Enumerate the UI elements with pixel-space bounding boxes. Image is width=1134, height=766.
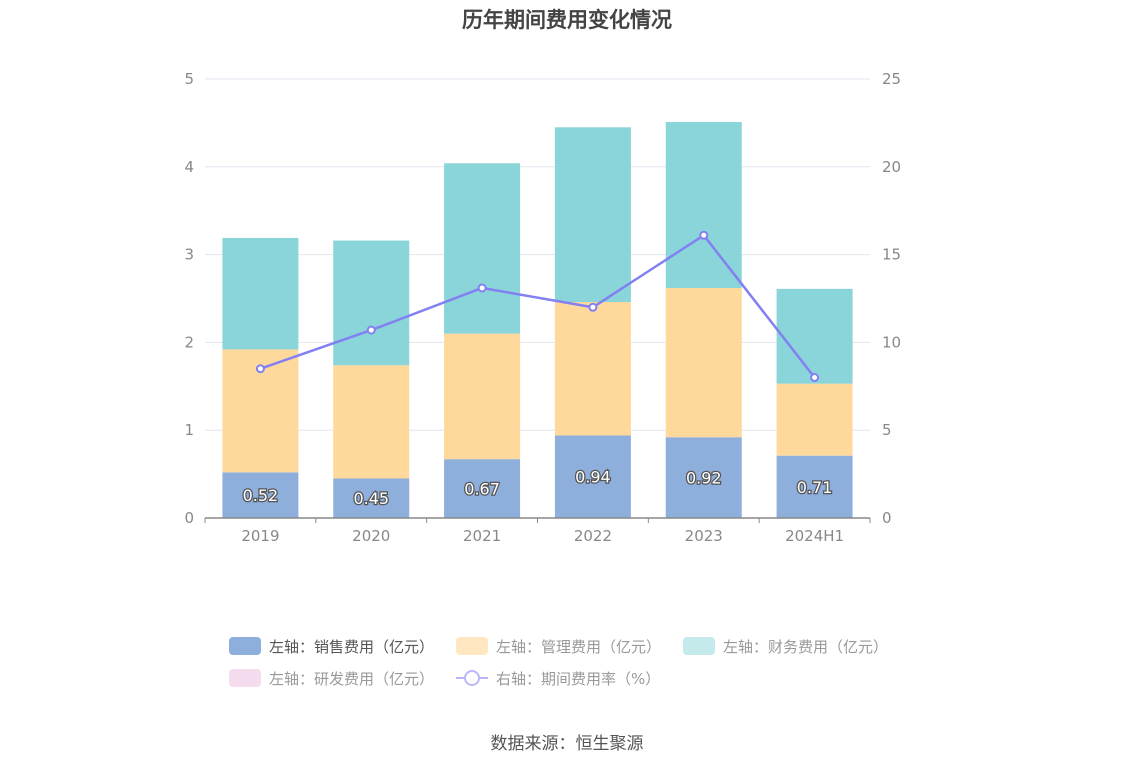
rate-point xyxy=(255,364,265,374)
legend-swatch-sales xyxy=(229,637,261,655)
data-source: 数据来源：恒生聚源 xyxy=(490,734,644,754)
x-axis-tick-label: 2023 xyxy=(685,527,723,545)
bar-segment xyxy=(665,287,742,438)
left-axis-tick-label: 0 xyxy=(184,509,194,527)
left-axis-tick-label: 3 xyxy=(184,246,194,264)
legend-label-rate: 右轴：期间费用率（%） xyxy=(496,669,661,688)
rate-point xyxy=(588,302,598,312)
chart-title: 历年期间费用变化情况 xyxy=(462,8,672,32)
rate-point xyxy=(366,325,376,335)
bar-segment xyxy=(554,127,631,303)
bar-data-label: 0.92 xyxy=(686,469,722,488)
bar-segment xyxy=(333,365,410,479)
x-axis-tick-label: 2022 xyxy=(574,527,612,545)
legend-item-finance[interactable]: 左轴：财务费用（亿元） xyxy=(683,636,888,657)
bar-segment xyxy=(554,302,631,436)
bar-data-label: 0.52 xyxy=(243,486,279,505)
bar-segment xyxy=(222,472,299,518)
legend-item-sales[interactable]: 左轴：销售费用（亿元） xyxy=(229,636,434,657)
legend-label-finance: 左轴：财务费用（亿元） xyxy=(723,637,889,656)
left-axis-tick-label: 4 xyxy=(184,158,194,176)
bar-data-label: 0.45 xyxy=(353,489,389,508)
bar-segment xyxy=(444,333,521,460)
x-axis-tick-label: 2021 xyxy=(463,527,501,545)
legend-label-admin: 左轴：管理费用（亿元） xyxy=(496,637,662,656)
bar-data-label: 0.94 xyxy=(575,468,611,487)
right-axis-tick-label: 0 xyxy=(882,509,892,527)
bar-segment xyxy=(776,455,853,518)
right-axis-tick-label: 10 xyxy=(882,333,901,351)
legend-label-rd: 左轴：研发费用（亿元） xyxy=(269,669,435,688)
legend: 左轴：销售费用（亿元） 左轴：管理费用（亿元） 左轴：财务费用（亿元） 左轴：研… xyxy=(229,630,929,694)
left-axis-tick-label: 1 xyxy=(184,421,194,439)
right-axis-tick-label: 20 xyxy=(882,158,901,176)
legend-item-rd[interactable]: 左轴：研发费用（亿元） xyxy=(229,668,434,689)
left-axis-tick-label: 2 xyxy=(184,333,194,351)
bar-segment xyxy=(222,237,299,350)
bar-segment xyxy=(444,459,521,518)
bar-data-label: 0.67 xyxy=(464,480,500,499)
right-axis-tick-label: 15 xyxy=(882,246,901,264)
x-axis-tick-label: 2020 xyxy=(352,527,390,545)
legend-swatch-rd xyxy=(229,669,261,687)
legend-label-sales: 左轴：销售费用（亿元） xyxy=(269,637,435,656)
legend-item-rate[interactable]: 右轴：期间费用率（%） xyxy=(456,668,660,689)
legend-line-icon xyxy=(456,669,489,687)
bar-segment xyxy=(444,163,521,334)
legend-swatch-admin xyxy=(456,637,489,655)
bar-segment xyxy=(554,435,631,518)
x-axis-tick-label: 2024H1 xyxy=(785,527,844,545)
right-axis-tick-label: 25 xyxy=(882,70,901,88)
x-axis-tick-label: 2019 xyxy=(241,527,279,545)
rate-point xyxy=(477,283,487,293)
bar-segment xyxy=(776,288,853,384)
bar-segment xyxy=(776,383,853,456)
bar-data-label: 0.71 xyxy=(797,478,833,497)
left-axis-tick-label: 5 xyxy=(184,70,194,88)
rate-point xyxy=(699,230,709,240)
bar-segment xyxy=(333,240,410,366)
bar-segment xyxy=(665,437,742,518)
rate-point xyxy=(810,373,820,383)
legend-item-admin[interactable]: 左轴：管理费用（亿元） xyxy=(456,636,661,657)
bar-segment xyxy=(333,478,410,518)
rate-line xyxy=(260,233,816,379)
legend-swatch-finance xyxy=(683,637,716,655)
stacked-bar-chart: 0 1 2 3 4 5 0 5 10 15 20 25 2019 2020 2021 2022 2023 2024… xyxy=(184,70,901,545)
right-axis-tick-label: 5 xyxy=(882,421,892,439)
bar-segment xyxy=(665,122,742,288)
